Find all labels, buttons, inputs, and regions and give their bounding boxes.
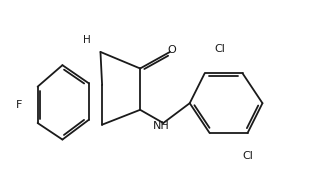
Text: F: F (16, 100, 23, 110)
Text: H: H (83, 35, 91, 45)
Text: Cl: Cl (214, 44, 225, 54)
Text: Cl: Cl (242, 151, 253, 161)
Text: NH: NH (153, 121, 170, 131)
Text: O: O (167, 45, 176, 55)
